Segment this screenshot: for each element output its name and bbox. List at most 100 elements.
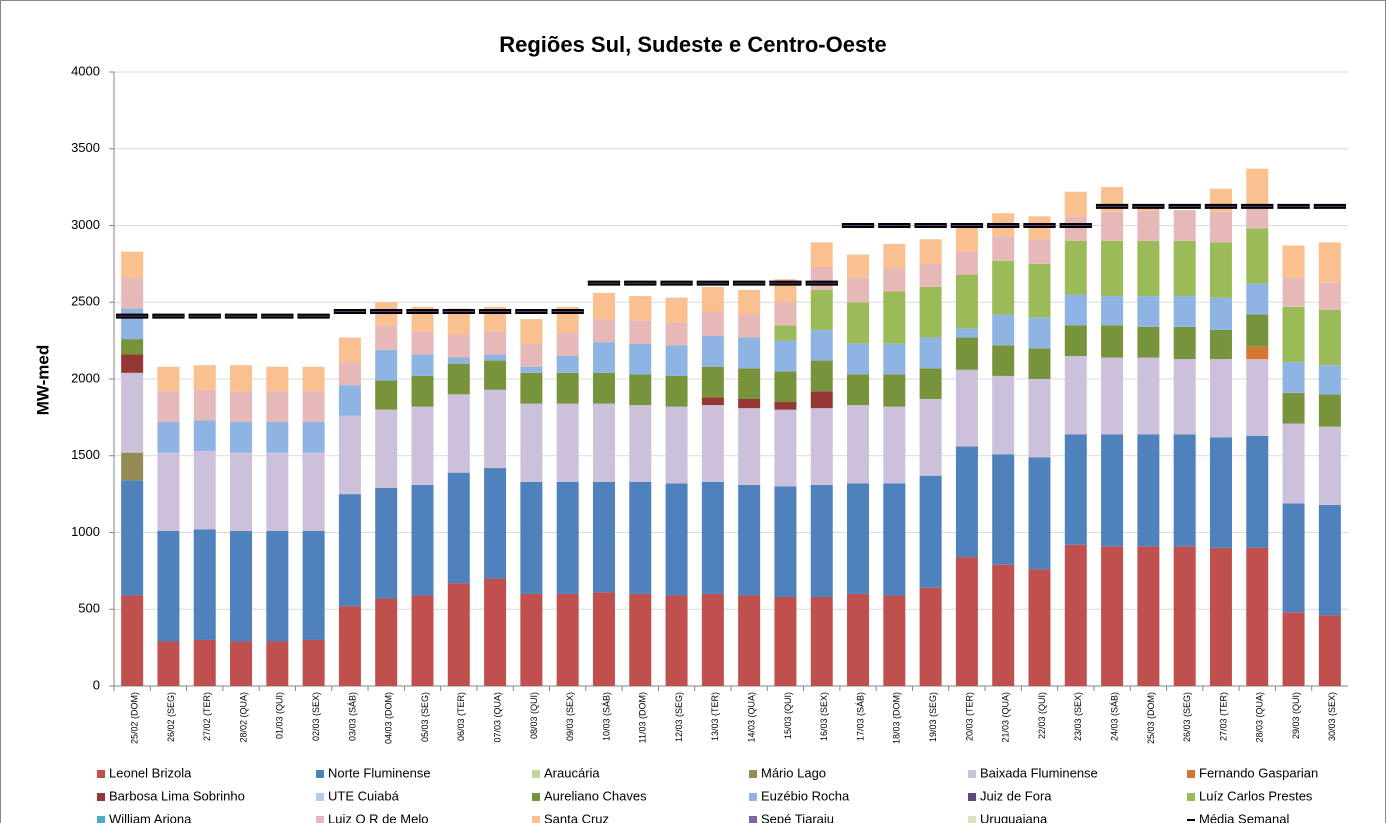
bar-segment [1137, 434, 1160, 547]
y-tick-label: 2500 [71, 294, 100, 309]
x-tick-label: 20/03 (TER) [964, 692, 974, 741]
bar-segment [919, 587, 942, 686]
bar-segment [1173, 359, 1196, 435]
x-tick-label: 15/03 (QUI) [783, 692, 793, 739]
x-tick-label: 29/03 (QUI) [1291, 692, 1301, 739]
bar-segment [1209, 437, 1232, 548]
bar-segment [701, 336, 724, 367]
bar-segment [556, 403, 579, 482]
bar-segment [447, 334, 470, 358]
bar-segment [1282, 392, 1305, 424]
bar-segment [520, 403, 543, 482]
bar-segment [484, 389, 507, 469]
legend-label: UTE Cuiabá [328, 788, 400, 803]
x-tick-label: 30/03 (SEX) [1327, 692, 1337, 741]
legend-label: Uruguaiana [980, 811, 1048, 823]
bar-segment [375, 380, 398, 410]
bar-segment [157, 530, 180, 642]
bar-segment [411, 406, 434, 485]
bar-segment [121, 354, 144, 373]
bar-segment [266, 391, 289, 422]
bar-segment [992, 260, 1015, 315]
bar-segment [665, 345, 688, 376]
bar-segment [1318, 426, 1341, 505]
y-tick-label: 500 [78, 601, 100, 616]
bar-segment [883, 374, 906, 407]
bar-segment [520, 343, 543, 367]
bar-segment [1318, 309, 1341, 366]
x-tick-label: 08/03 (QUI) [529, 692, 539, 739]
bar-segment [1137, 296, 1160, 327]
bar-segment [629, 343, 652, 375]
bar-segment [883, 268, 906, 292]
legend-label: Norte Fluminense [328, 765, 431, 780]
bar-segment [738, 408, 761, 485]
bar-segment [883, 291, 906, 344]
bar-segment [266, 421, 289, 453]
bar-segment [230, 391, 253, 422]
x-tick-label: 06/03 (TER) [456, 692, 466, 741]
legend-label: Baixada Fluminense [980, 765, 1098, 780]
bar-segment [992, 375, 1015, 455]
bar-segment [266, 530, 289, 642]
y-tick-label: 2000 [71, 370, 100, 385]
bar-segment [738, 314, 761, 338]
bar-segment [193, 365, 216, 390]
bar-segment [230, 452, 253, 531]
bar-segment [375, 325, 398, 350]
bar-segment [810, 596, 833, 686]
bar-segment [592, 372, 615, 404]
bar-segment [411, 375, 434, 407]
bar-segment [701, 311, 724, 337]
x-tick-label: 25/02 (DOM) [130, 692, 140, 744]
bar-segment [629, 320, 652, 344]
bar-segment [230, 641, 253, 686]
bar-segment [1318, 365, 1341, 395]
bar-segment [738, 368, 761, 399]
bar-segment [338, 337, 361, 363]
bar-segment [556, 481, 579, 594]
bar-segment [1137, 240, 1160, 297]
bar-segment [1101, 211, 1124, 241]
x-tick-label: 23/03 (SEX) [1073, 692, 1083, 741]
bar-segment [1318, 282, 1341, 310]
bar-segment [919, 286, 942, 338]
bar-segment [738, 398, 761, 409]
bar-segment [520, 372, 543, 404]
bar-segment [847, 405, 870, 484]
bar-segment [338, 362, 361, 386]
bar-segment [919, 368, 942, 399]
bar-segment [592, 592, 615, 686]
bar-segment [1064, 240, 1087, 295]
x-tick-label: 14/03 (QUA) [747, 692, 757, 743]
bar-segment [121, 308, 144, 340]
bar-segment [447, 583, 470, 686]
bar-segment [665, 406, 688, 484]
bar-segment [847, 302, 870, 344]
bar-segment [701, 366, 724, 398]
bar-segment [302, 421, 325, 453]
bar-segment [1028, 348, 1051, 379]
bar-segment [157, 452, 180, 531]
bar-segment [592, 342, 615, 373]
bar-segment [629, 374, 652, 406]
bar-segment [193, 639, 216, 686]
bar-segment [1064, 434, 1087, 545]
bar-segment [1173, 434, 1196, 547]
legend-swatch [532, 770, 540, 778]
bar-segment [157, 421, 180, 453]
bar-segment [629, 593, 652, 686]
x-tick-label: 16/03 (SEX) [819, 692, 829, 741]
bar-segment [1209, 329, 1232, 360]
bar-segment [955, 251, 978, 275]
x-tick-label: 22/03 (QUI) [1037, 692, 1047, 739]
bar-segment [665, 375, 688, 407]
bar-segment [992, 236, 1015, 261]
bar-segment [592, 293, 615, 320]
x-tick-label: 01/03 (QUI) [275, 692, 285, 739]
bar-segment [157, 391, 180, 422]
bar-segment [230, 365, 253, 392]
bar-segment [121, 251, 144, 278]
chart-title: Regiões Sul, Sudeste e Centro-Oeste [499, 32, 887, 57]
bar-segment [955, 274, 978, 329]
